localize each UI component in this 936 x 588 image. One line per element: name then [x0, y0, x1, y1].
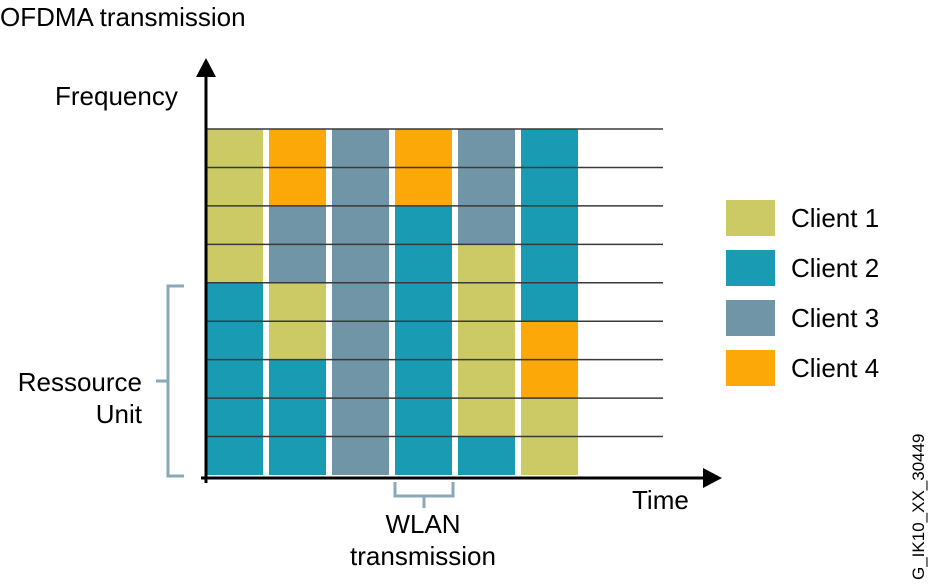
wlan-transmission-label-line-1: WLAN: [300, 508, 546, 540]
legend-swatch-client-2: [726, 250, 775, 286]
resource-unit-label: Ressource Unit: [18, 366, 142, 430]
diagram-title: OFDMA transmission: [0, 0, 246, 34]
legend-swatch-client-4: [726, 350, 775, 386]
legend-label-client-1: Client 1: [791, 201, 879, 235]
wlan-transmission-label: WLAN transmission: [300, 508, 546, 572]
wlan-transmission-label-line-2: transmission: [300, 540, 546, 572]
ru-cell-slot-2-client-2: [269, 360, 326, 475]
ru-cell-slot-5-client-2: [458, 437, 515, 475]
frequency-axis-label: Frequency: [55, 80, 178, 112]
ru-cell-slot-5-client-1: [458, 244, 515, 436]
figure-id: G_IK10_XX_30449: [909, 433, 929, 580]
legend-swatch-client-1: [726, 200, 775, 236]
legend-label-client-4: Client 4: [791, 351, 879, 385]
ru-cell-slot-5-client-3: [458, 129, 515, 244]
resource-unit-label-line-2: Unit: [18, 398, 142, 430]
time-axis-arrowhead: [703, 468, 722, 488]
legend-label-client-2: Client 2: [791, 251, 879, 285]
legend-swatch-client-3: [726, 300, 775, 336]
legend-label-client-3: Client 3: [791, 301, 879, 335]
frequency-axis-arrowhead: [196, 58, 216, 77]
resource-unit-bracket: [168, 286, 184, 476]
resource-unit-label-line-1: Ressource: [18, 366, 142, 398]
resource-unit-cells: [206, 129, 578, 475]
wlan-transmission-bracket: [395, 482, 453, 496]
time-axis-label: Time: [632, 484, 689, 516]
ru-cell-slot-6-client-2: [521, 129, 578, 321]
ru-cell-slot-3-client-3: [332, 129, 389, 475]
ru-cell-slot-4-client-2: [395, 206, 452, 475]
ru-cell-slot-1-client-2: [206, 283, 263, 475]
